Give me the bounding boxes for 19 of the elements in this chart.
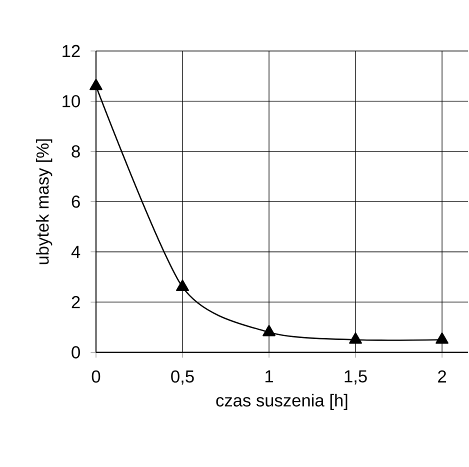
y-tick-label: 4 [71,246,80,258]
y-tick-label: 12 [62,44,80,58]
point [90,78,102,90]
x-tick-label: 0,5 [171,370,194,385]
x-tick-label: 1,5 [344,370,367,385]
point [262,324,276,336]
y-tick-label: 8 [72,145,80,158]
x-tick-label: 2 [438,370,446,382]
y-tick-label: 0 [72,346,80,358]
y-axis-title: ubytek masy [%] [36,139,52,264]
x-tick-label: 1 [266,370,274,382]
y-tick-label: 10 [62,95,80,108]
point [349,332,362,344]
point [436,332,448,344]
point [176,280,189,292]
x-tick-label: 0 [92,370,100,383]
y-tick-label: 6 [72,196,80,208]
x-axis-title: czas suszenia [h] [216,394,348,410]
y-tick-label: 2 [72,296,80,308]
